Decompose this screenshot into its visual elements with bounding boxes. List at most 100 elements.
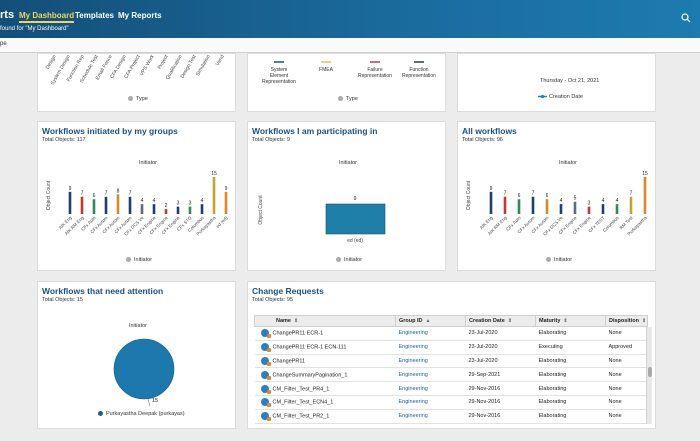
bar-value-label: 15 [642,171,648,177]
toolbar-label: pe [0,41,7,47]
x-tick-label: Columbus [602,215,620,233]
tab-my-dashboard[interactable]: My Dashboard [19,11,75,23]
cell-maturity: Elaborating [535,409,606,424]
cell-name[interactable]: CM_Filter_Test_PR4_1 [254,381,396,396]
bar [517,199,521,214]
cell-group-id: Engineering [395,340,466,355]
bar-value-label: 9 [353,196,356,202]
table-row[interactable]: CM_Filter_Test_ECN4_1 Engineering 29-Nov-2… [254,395,648,410]
cell-text: None [608,399,622,406]
sort-icon[interactable]: ⇕ [563,318,568,324]
bar-value-label: 2 [165,203,168,209]
bar-value-label: 7 [532,191,535,197]
sort-icon[interactable]: ⇕ [507,318,512,324]
toolbar: pe [0,38,700,53]
cell-text: None [608,330,622,337]
cell-text: Engineering [398,413,428,420]
card-title: Workflows that need attention [42,286,164,296]
bar-value-label: 4 [153,198,156,204]
y-axis-label: Object Count [258,195,264,225]
cell-creation-date: 29-Nov-2016 [465,395,536,410]
bar [104,196,108,214]
bar [152,204,156,214]
bar-value-label: 3 [588,201,591,207]
scrollbar-thumb[interactable] [648,367,652,377]
cell-creation-date: 29-Nov-2016 [465,409,536,424]
cell-text: Elaborating [538,413,567,420]
column-header-name[interactable]: Name ⇕ [254,315,396,327]
bar-value-label: 9 [69,186,72,192]
tab-templates[interactable]: Templates [75,11,114,20]
cell-text: ChangePR11 ECR-1 [272,330,324,337]
sort-icon[interactable]: ⇕ [641,318,647,324]
cell-group-id: Engineering [395,367,466,383]
cell-group-id: Engineering [395,354,466,369]
legend-dot-icon [126,257,131,263]
date-label: Thursday - Oct 21, 2021 [540,78,600,84]
cell-text: CM_Filter_Test_ECN4_1 [272,399,334,406]
total-objects: Total Objects: 15 [42,297,83,303]
change-requests-table: Name ⇕ Group ID ▲ Creation Date ⇕ Maturity ⇕… [254,315,648,424]
initiator-bar-chart: Initiator Object Count 9 ed (ed) [258,160,386,244]
series-legend-label: Function Representation [402,67,436,79]
cell-text: Engineering [398,330,428,337]
table-scrollbar[interactable] [646,327,652,424]
cell-creation-date: 29-Sep-2021 [465,367,536,383]
chart-title: Initiator [129,323,147,329]
type-legend: Type [338,96,358,102]
column-header-group-id[interactable]: Group ID ▲ [395,315,466,327]
search-icon[interactable] [681,13,691,23]
bar-value-label: 4 [560,198,563,204]
table-row[interactable]: CM_Filter_Test_PR2_1 Engineering 29-Nov-20… [254,409,648,424]
cell-text: Engineering [398,385,428,392]
cell-text: Approved [608,344,633,351]
card-title: Workflows I am participating in [252,126,378,136]
search-result-subtitle: found for "My Dashboard" [0,26,69,32]
table-row[interactable]: ChangePR11 ECR-1 Engineering 23-Jul-2020 El… [254,326,648,341]
table-row[interactable]: ChangeSummaryPagination_1 Engineering 29-S… [254,367,648,383]
series-legend-label: FMEA [319,67,334,73]
cell-name[interactable]: ChangeSummaryPagination_1 [254,367,396,383]
sort-ascending-icon[interactable]: ▲ [425,318,431,324]
cell-name[interactable]: ChangePR11 ECR-1 [254,326,396,341]
column-header-creation-date[interactable]: Creation Date ⇕ [465,315,536,327]
table-row[interactable]: ChangePR11 Engineering 23-Jul-2020 Elaborat… [254,354,648,369]
bar-value-label: 4 [616,198,619,204]
bar-value-label: 9 [490,186,493,192]
legend-label: Creation Date [549,94,583,100]
pie-value-label: 15 [152,398,158,404]
cell-text: Executing [538,344,563,351]
cell-name[interactable]: CM_Filter_Test_ECN4_1 [254,395,396,410]
legend-label: Initiator [554,257,573,263]
table-row[interactable]: ChangePR11 ECR-1 ECN-111 Engineering 23-Ju… [254,340,648,355]
top-navigation-bar: rts My Dashboard Templates My Reports fo… [0,0,700,38]
bar-value-label: 4 [602,198,605,204]
cell-disposition: None [605,367,648,383]
table-row[interactable]: CM_Filter_Test_PR4_1 Engineering 29-Nov-20… [254,381,648,396]
bar-value-label: 3 [177,201,180,207]
tab-my-reports[interactable]: My Reports [118,11,162,20]
total-objects: Total Objects: 9 [252,137,290,143]
cell-text: None [608,385,622,392]
pie-legend: Purkayastha Deepak (purkayas) [98,411,185,417]
cell-text: Elaborating [538,330,567,337]
cell-name[interactable]: CM_Filter_Test_PR2_1 [254,409,396,424]
cell-name[interactable]: ChangePR11 [254,354,396,369]
sort-icon[interactable]: ⇕ [293,318,299,324]
legend-label: Initiator [134,257,153,263]
change-request-icon [260,370,271,380]
bar [164,209,168,214]
cell-name[interactable]: ChangePR11 ECR-1 ECN-111 [254,340,396,355]
cell-text: Elaborating [538,371,567,378]
column-header-disposition[interactable]: Disposition ⇕ [605,315,648,327]
y-axis-label: Object Count [46,180,52,210]
cell-text: ChangePR11 ECR-1 ECN-111 [272,344,347,351]
bar [68,191,72,214]
initiator-legend: Initiator [546,257,572,263]
column-label: Name [276,318,291,324]
cell-text: 23-Jul-2020 [468,330,498,337]
bar-value-label: 4 [141,198,144,204]
all-workflows-card: All workflows Total Objects: 96 Initiato… [457,121,656,271]
column-header-maturity[interactable]: Maturity ⇕ [535,315,606,327]
